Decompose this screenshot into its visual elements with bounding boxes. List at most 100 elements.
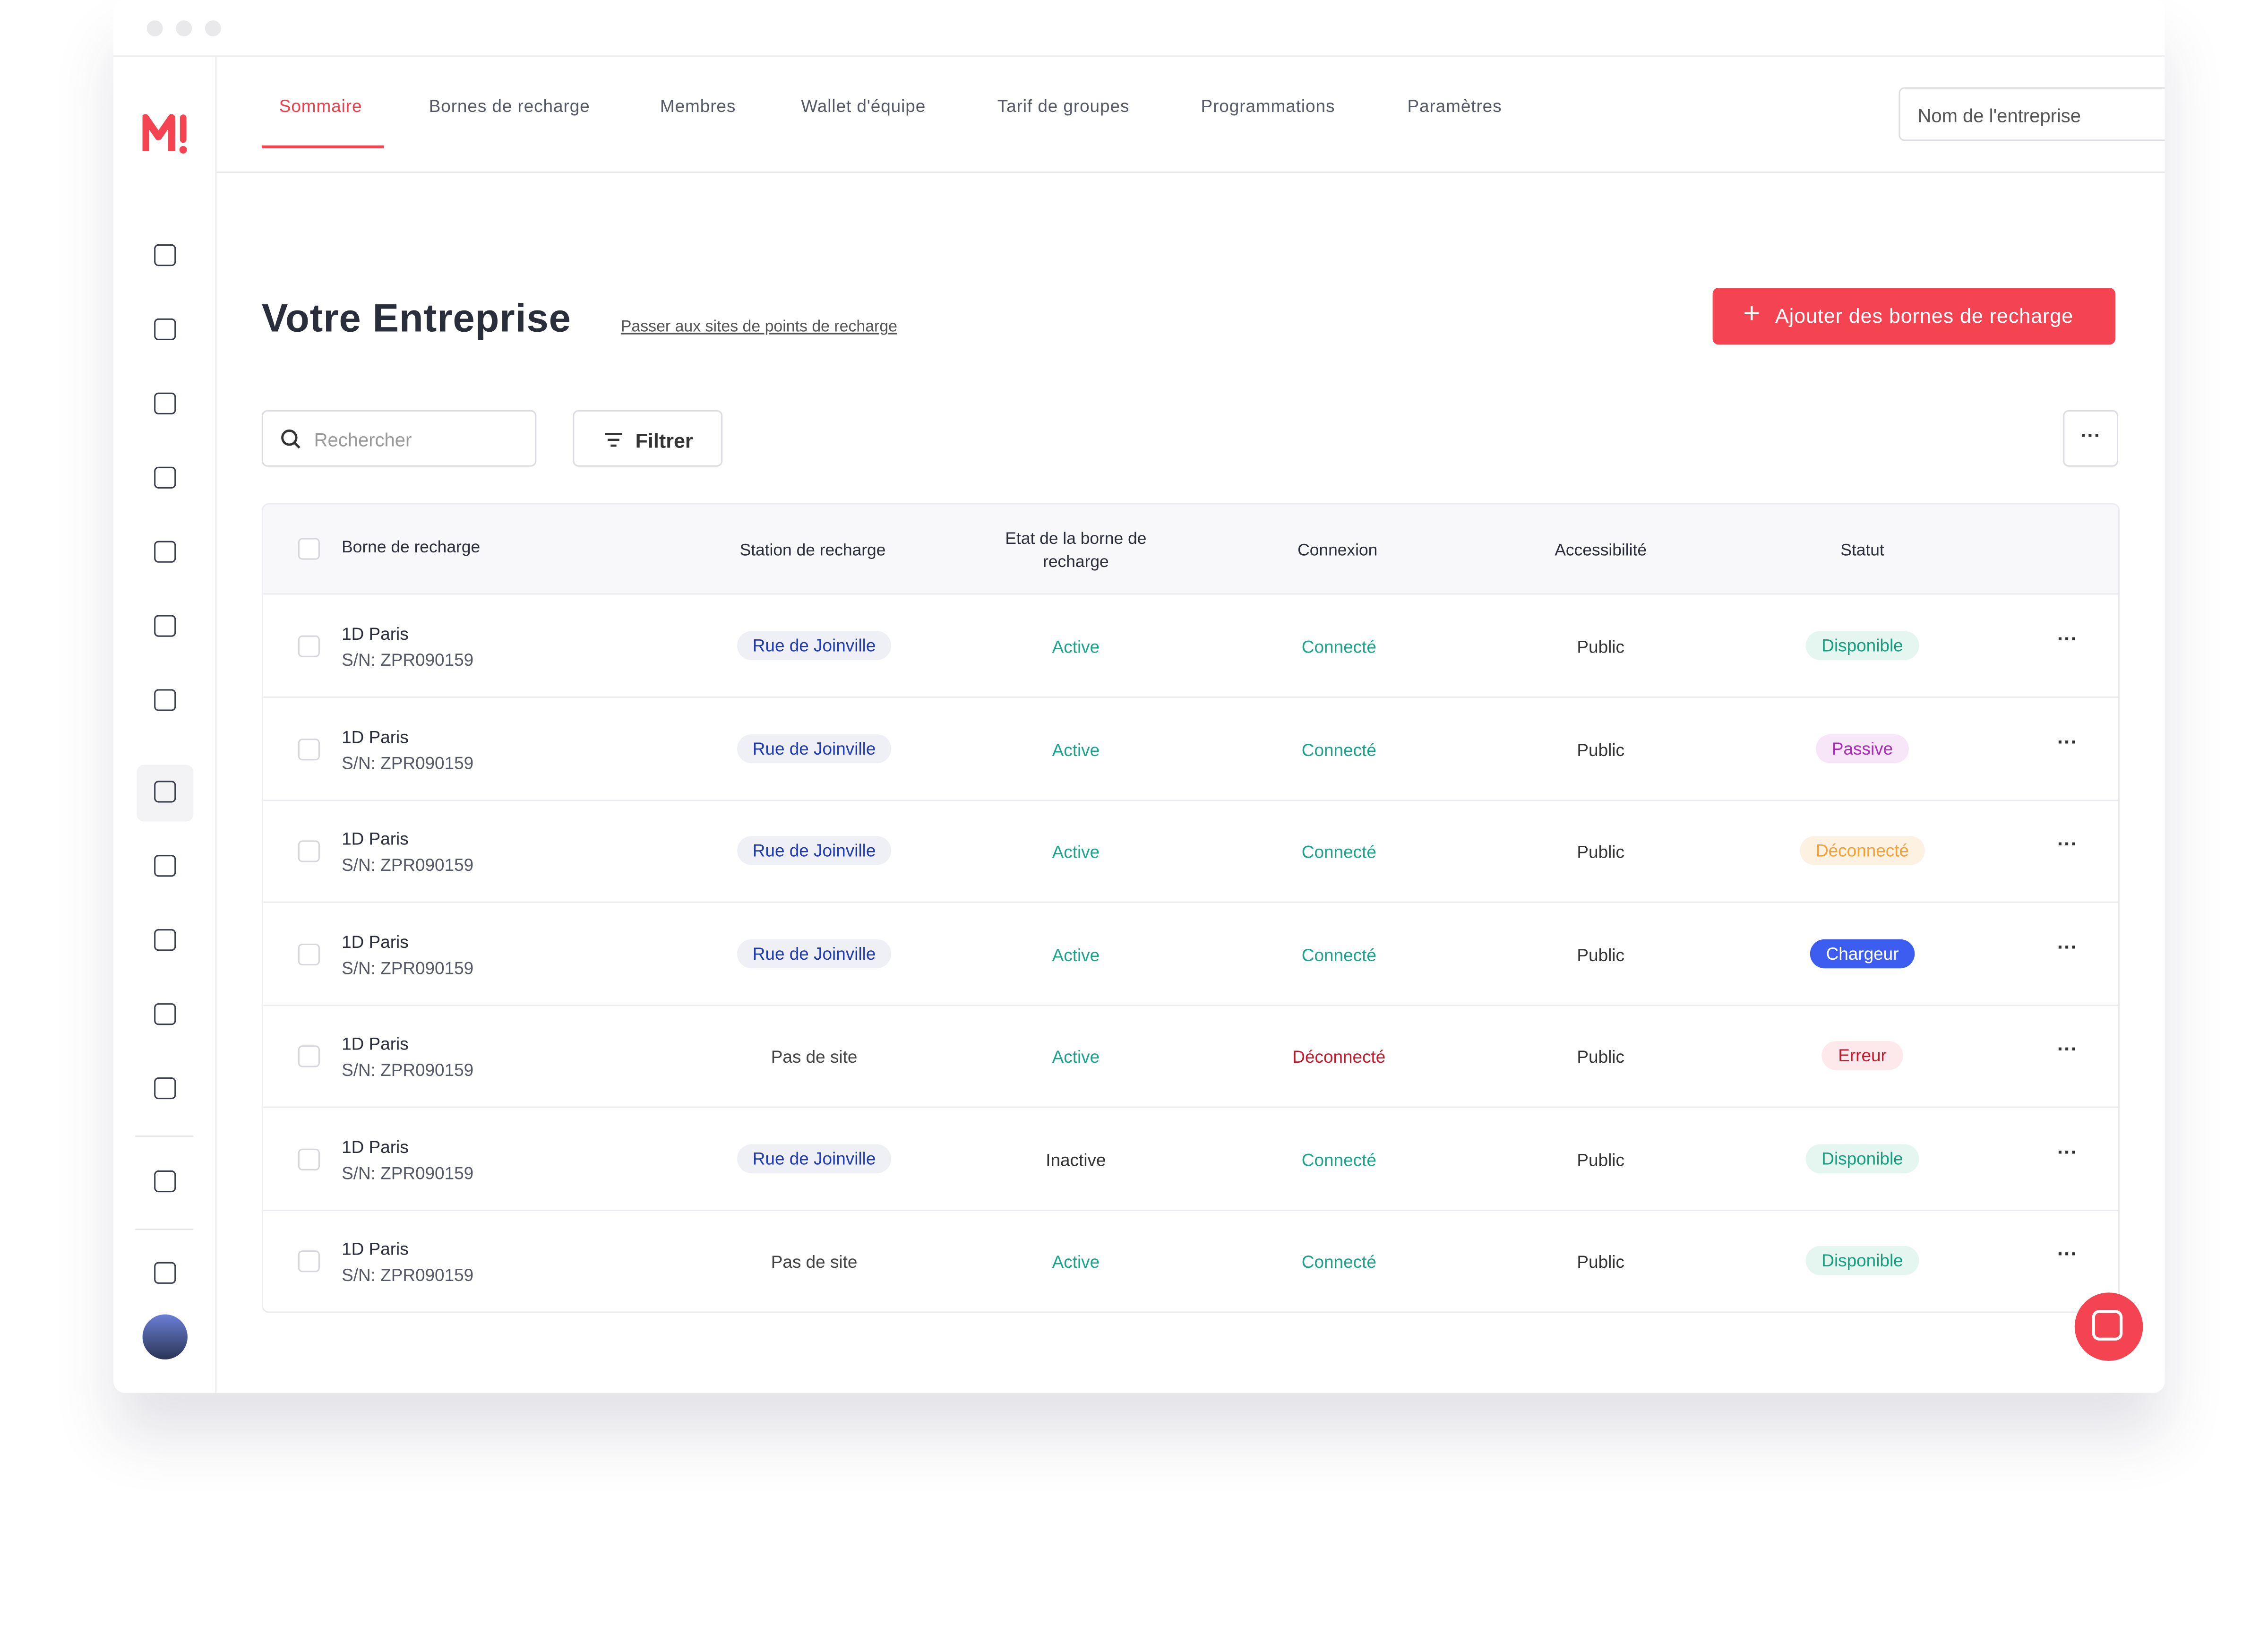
status-badge: Disponible [1805,1143,1919,1173]
table-row: 1D Paris S/N: ZPR090159 Rue de Joinville Ac… [263,594,2119,698]
serial-number: S/N: ZPR090159 [342,855,474,876]
checkbox[interactable] [298,538,320,560]
station[interactable]: Rue de Joinville [736,1143,892,1173]
chat-button[interactable] [2074,1292,2143,1361]
window-dot [146,20,163,36]
table-row: 1D Paris S/N: ZPR090159 Pas de site Active C… [263,1210,2118,1311]
nav-tab[interactable]: Membres [660,96,736,117]
nav-tab[interactable]: Wallet d'équipe [801,96,926,117]
app-window: Sommaire Bornes de recharge Membres Wallet … [113,0,2165,1393]
search-input[interactable]: Rechercher [261,410,537,467]
station[interactable]: Rue de Joinville [736,733,892,763]
nav-tab[interactable]: Bornes de recharge [429,96,590,117]
top-nav: Sommaire Bornes de recharge Membres Wallet … [216,55,2165,173]
nav-icon[interactable] [154,392,176,414]
nav-icon[interactable] [154,466,176,489]
filter-button[interactable]: Filtrer [573,410,723,467]
status-cell: Disponible [1746,1143,1978,1173]
sidebar [113,55,217,1393]
table-row: 1D Paris S/N: ZPR090159 Rue de Joinville In… [263,1107,2119,1211]
access: Public [1577,739,1624,760]
nav-tab[interactable]: Programmations [1201,96,1335,117]
checkbox[interactable] [298,1148,320,1170]
window-dot [205,20,221,36]
filter-text: Filtrer [635,429,693,452]
state: Active [1052,637,1100,657]
status-badge: Chargeur [1810,938,1915,968]
nav-icon[interactable] [154,1077,176,1100]
row-menu[interactable]: ··· [2057,934,2078,958]
connection: Déconnecté [1292,1047,1386,1067]
nav-icon[interactable] [154,1170,176,1193]
serial-number: S/N: ZPR090159 [342,1162,474,1183]
nav-tab[interactable]: Paramètres [1407,96,1502,117]
status-cell: Disponible [1746,631,1978,660]
divider [135,1135,194,1137]
nav-icon[interactable] [154,781,176,803]
nav-icon[interactable] [154,689,176,711]
checkbox[interactable] [298,943,320,965]
serial-number: S/N: ZPR090159 [342,957,474,978]
charger-name: 1D Paris [342,1136,409,1157]
connection: Connecté [1301,739,1376,760]
connection: Connecté [1301,1252,1376,1273]
nav-icon[interactable] [154,1003,176,1025]
nav-icon[interactable] [154,1262,176,1284]
avatar[interactable] [142,1314,188,1359]
checkbox[interactable] [298,1250,320,1273]
row-menu[interactable]: ··· [2057,729,2078,753]
column-header: Etat de la borne de recharge [1005,531,1147,572]
charger-name: 1D Paris [342,931,409,952]
row-menu[interactable]: ··· [2057,1036,2078,1060]
column-header: Accessibilité [1555,542,1647,560]
page-title: Votre Entreprise [261,296,571,340]
nav-icon[interactable] [154,929,176,951]
checkbox[interactable] [298,635,320,657]
tab-underline [261,145,384,148]
status-badge: Erreur [1822,1041,1903,1070]
column-header: Connexion [1297,542,1378,560]
access: Public [1577,1047,1624,1067]
nav-tab[interactable]: Sommaire [279,96,362,117]
row-menu[interactable]: ··· [2057,1241,2078,1265]
select-text: Nom de l'entreprise [1917,104,2081,127]
station[interactable]: Rue de Joinville [736,631,892,660]
station: Pas de site [771,1047,858,1067]
sites-link[interactable]: Passer aux sites de points de recharge [620,318,897,336]
row-menu[interactable]: ··· [2057,1139,2078,1162]
more-button[interactable]: ··· [2063,410,2119,467]
search-icon [281,429,301,449]
nav-icon[interactable] [154,244,176,267]
nav-tab[interactable]: Tarif de groupes [997,96,1130,117]
charger-name: 1D Paris [342,726,409,747]
checkbox[interactable] [298,1045,320,1067]
search-placeholder: Rechercher [314,429,412,451]
checkbox[interactable] [298,738,320,760]
nav-icon[interactable] [154,541,176,563]
active-nav-bg [137,765,194,822]
nav-icon[interactable] [154,318,176,340]
row-menu[interactable]: ··· [2057,627,2078,650]
window-dot [176,20,192,36]
row-menu[interactable]: ··· [2057,831,2078,855]
nav-icon[interactable] [154,855,176,877]
station[interactable]: Rue de Joinville [736,938,892,968]
column-header: Station de recharge [739,542,886,560]
status-cell: Déconnecté [1746,836,1978,865]
add-button[interactable]: + Ajouter des bornes de recharge [1712,288,2115,345]
connection: Connecté [1301,842,1376,862]
chat-icon [2092,1310,2123,1341]
connection: Connecté [1301,1149,1376,1170]
station-cell: Rue de Joinville [698,836,930,865]
connection: Connecté [1301,637,1376,657]
station[interactable]: Rue de Joinville [736,836,892,865]
status-badge: Disponible [1805,1246,1919,1275]
company-select[interactable]: Nom de l'entreprise [1899,87,2165,141]
station: Pas de site [771,1252,858,1273]
checkbox[interactable] [298,840,320,862]
nav-icon[interactable] [154,615,176,637]
state: Active [1052,944,1100,965]
button-text: Ajouter des bornes de recharge [1775,304,2074,327]
table-row: 1D Paris S/N: ZPR090159 Pas de site Active D… [263,1005,2119,1108]
status-cell: Disponible [1746,1246,1978,1275]
